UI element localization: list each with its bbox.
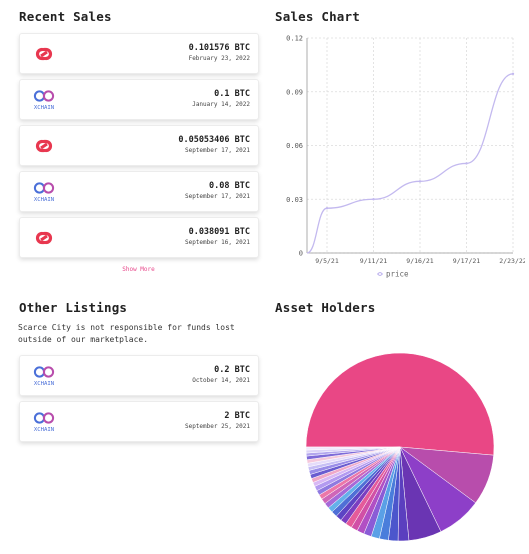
sale-amount: 0.101576 BTC [188,43,250,53]
sales-line-chart: 0 0.03 0.06 0.09 0.12 9/5/21 9/11/21 9/16/21 9/1… [286,35,525,279]
recent-sale-card[interactable]: 0.038091 BTC September 16, 2021 [19,217,259,258]
sale-date: September 17, 2021 [184,193,250,200]
xchain-logo-text: XCHAIN [34,427,54,433]
sale-amount: 0.2 BTC [214,365,250,375]
asset-holders-pie-chart [305,352,495,542]
sale-amount: 0.1 BTC [214,89,250,99]
recent-sale-card[interactable]: XCHAIN 0.08 BTC September 17, 2021 [19,171,259,212]
recent-sale-card[interactable]: XCHAIN 0.1 BTC January 14, 2022 [19,79,259,120]
x-tick-label: 9/11/21 [360,257,387,265]
legend-label: price [386,270,409,279]
x-tick-label: 2/23/22 [499,257,525,265]
y-tick-label: 0.12 [286,35,303,43]
asset-holders-title: Asset Holders [275,300,376,315]
price-series-line [306,73,514,254]
price-data-point[interactable] [465,162,468,165]
xchain-logo-text: XCHAIN [34,105,54,111]
legend-marker [378,272,382,276]
pink-link-logo-icon [35,139,53,153]
x-tick-label: 9/5/21 [315,257,339,265]
recent-sale-card[interactable]: 0.101576 BTC February 23, 2022 [19,33,259,74]
disclaimer-text: Scarce City is not responsible for funds… [18,323,235,344]
price-data-point[interactable] [372,198,375,201]
y-tick-label: 0.06 [286,142,303,150]
sale-date: September 17, 2021 [184,147,250,154]
listing-card[interactable]: XCHAIN 2 BTC September 25, 2021 [19,401,259,442]
sale-date: January 14, 2022 [192,101,250,108]
xchain-logo-icon: XCHAIN [34,366,54,387]
sales-chart-title: Sales Chart [275,9,360,24]
pink-link-logo-icon [35,47,53,61]
xchain-logo-icon: XCHAIN [34,90,54,111]
show-more-link[interactable]: Show More [122,266,155,273]
sale-date: February 23, 2022 [188,55,250,62]
sale-amount: 2 BTC [224,411,250,421]
price-data-point[interactable] [325,207,329,210]
listing-card[interactable]: XCHAIN 0.2 BTC October 14, 2021 [19,355,259,396]
chart-legend[interactable]: price [377,270,409,279]
pink-link-logo-icon [35,231,53,245]
sale-amount: 0.08 BTC [209,181,250,191]
recent-sale-card[interactable]: 0.05053406 BTC September 17, 2021 [19,125,259,166]
x-tick-label: 9/17/21 [453,257,480,265]
price-data-point[interactable] [418,180,422,183]
xchain-logo-icon: XCHAIN [34,182,54,203]
sale-amount: 0.038091 BTC [188,227,250,237]
y-tick-label: 0.03 [286,196,303,204]
pie-slice[interactable] [305,446,401,451]
other-listings-title: Other Listings [19,300,128,315]
pie-slice[interactable] [305,352,495,456]
sale-date: October 14, 2021 [192,377,250,384]
sale-date: September 25, 2021 [184,423,250,430]
x-tick-label: 9/16/21 [406,257,433,265]
y-tick-label: 0.09 [286,88,303,96]
xchain-logo-text: XCHAIN [34,381,54,387]
xchain-logo-icon: XCHAIN [34,412,54,433]
recent-sales-title: Recent Sales [19,9,112,24]
y-tick-label: 0 [299,250,303,258]
xchain-logo-text: XCHAIN [34,197,54,203]
sale-date: September 16, 2021 [184,239,250,246]
sale-amount: 0.05053406 BTC [178,135,250,145]
price-data-point[interactable] [511,72,515,76]
